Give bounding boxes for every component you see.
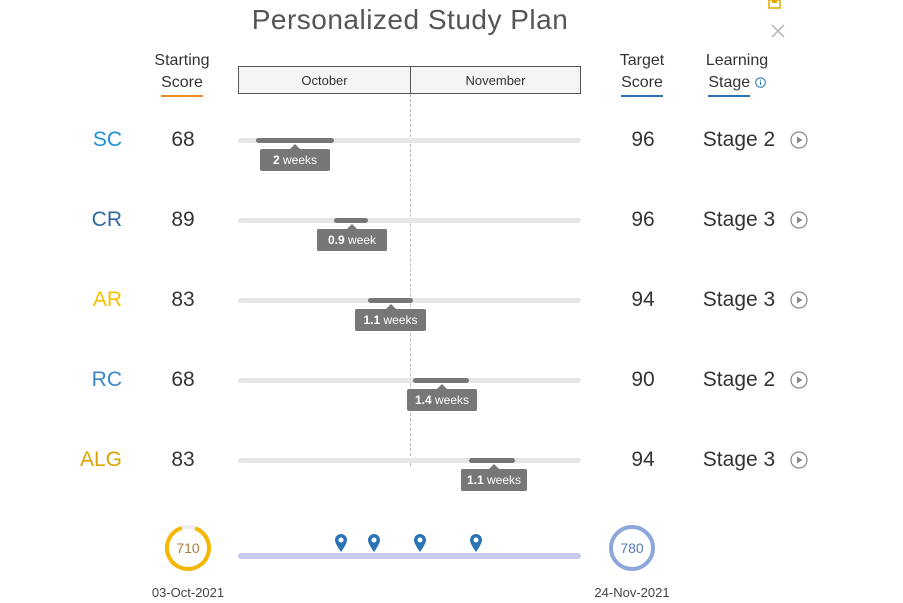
timeline-pin-icon[interactable] <box>334 533 348 553</box>
play-icon[interactable] <box>790 131 808 149</box>
start-score-value: 710 <box>176 540 200 556</box>
tooltip-arrow <box>437 384 447 389</box>
page-title: Personalized Study Plan <box>251 4 569 35</box>
learning-stage-header: Learning Stage <box>692 50 782 97</box>
target-score-value: 96 <box>631 128 655 151</box>
learning-stage-value: Stage 3 <box>702 208 776 231</box>
timeline-pin-icon[interactable] <box>413 533 427 553</box>
starting-score-value: 83 <box>171 448 195 471</box>
play-icon[interactable] <box>790 291 808 309</box>
schedule-segment <box>334 218 368 223</box>
starting-score-value: 68 <box>171 128 195 151</box>
duration-number: 2 <box>272 153 280 167</box>
learning-stage-value: Stage 2 <box>702 128 776 151</box>
start-date: 03-Oct-2021 <box>151 585 225 600</box>
target-score-value: 94 <box>631 448 655 471</box>
duration-unit: weeks <box>279 153 318 167</box>
starting-score-header: Starting Score <box>142 50 222 97</box>
target-score-value: 96 <box>631 208 655 231</box>
close-icon[interactable] <box>770 23 786 39</box>
save-icon[interactable] <box>768 0 781 9</box>
play-icon[interactable] <box>790 451 808 469</box>
tooltip-arrow <box>385 304 396 309</box>
duration-unit: weeks <box>483 473 522 487</box>
tooltip-arrow <box>347 224 357 229</box>
target-date: 24-Nov-2021 <box>594 585 670 600</box>
duration-unit: week <box>344 233 377 247</box>
schedule-track <box>238 138 581 143</box>
timeline-pin-icon[interactable] <box>469 533 483 553</box>
target-score-value: 94 <box>631 288 655 311</box>
duration-unit: weeks <box>431 393 470 407</box>
month-october: October <box>238 66 411 94</box>
starting-score-value: 83 <box>171 288 195 311</box>
tooltip-arrow <box>290 144 300 149</box>
duration-tooltip: 1.1 weeks <box>461 464 527 491</box>
duration-number: 1.4 <box>414 393 432 407</box>
start-score-ring <box>165 525 211 571</box>
duration-tooltip: 1.4 weeks <box>407 384 477 411</box>
schedule-track <box>238 378 581 383</box>
subject-label: CR <box>91 208 122 231</box>
subject-label: SC <box>92 128 122 151</box>
duration-unit: weeks <box>380 313 418 327</box>
info-icon[interactable] <box>754 77 766 88</box>
target-score-header: Target Score <box>604 50 680 97</box>
month-divider <box>410 94 411 466</box>
starting-score-value: 68 <box>171 368 195 391</box>
learning-stage-value: Stage 2 <box>702 368 776 391</box>
schedule-segment <box>469 458 515 463</box>
learning-stage-value: Stage 3 <box>702 288 776 311</box>
target-score-ring <box>609 525 655 571</box>
schedule-track <box>238 458 581 463</box>
target-score-value: 780 <box>620 540 644 556</box>
subject-label: AR <box>92 288 122 311</box>
timeline-pin-icon[interactable] <box>367 533 381 553</box>
learning-stage-header-label: Stage <box>708 72 751 97</box>
duration-number: 1.1 <box>466 473 484 487</box>
schedule-segment <box>413 378 469 383</box>
month-november: November <box>410 66 581 94</box>
starting-score-header-label: Score <box>161 72 203 97</box>
duration-tooltip: 1.1 weeks <box>355 304 426 331</box>
duration-tooltip: 0.9 week <box>317 224 387 251</box>
target-score-header-label: Score <box>621 72 663 97</box>
duration-number: 0.9 <box>327 233 345 247</box>
duration-tooltip: 2 weeks <box>260 144 330 171</box>
tooltip-arrow <box>489 464 499 469</box>
duration-number: 1.1 <box>363 313 381 327</box>
subject-label: ALG <box>79 448 122 471</box>
timeline-bar <box>238 553 581 559</box>
schedule-segment <box>256 138 334 143</box>
schedule-track <box>238 218 581 223</box>
starting-score-value: 89 <box>171 208 195 231</box>
play-icon[interactable] <box>790 211 808 229</box>
play-icon[interactable] <box>790 371 808 389</box>
schedule-segment <box>368 298 413 303</box>
target-score-value: 90 <box>631 368 655 391</box>
subject-label: RC <box>91 368 122 391</box>
learning-stage-value: Stage 3 <box>702 448 776 471</box>
